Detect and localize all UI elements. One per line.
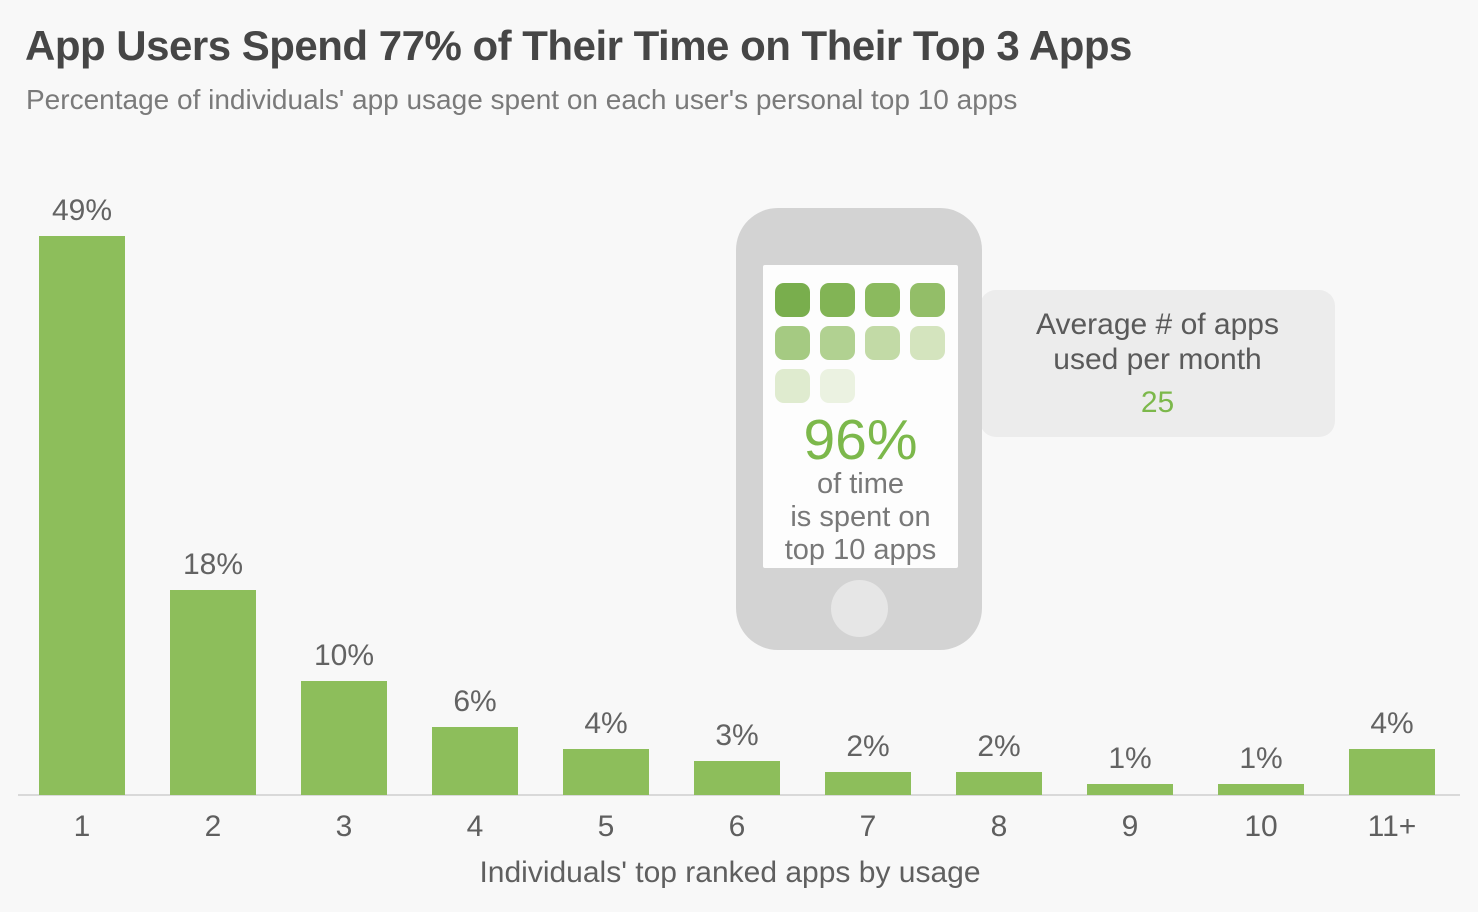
bar	[1349, 749, 1435, 795]
app-icon	[910, 283, 945, 317]
bar-value-label: 6%	[453, 685, 497, 718]
x-tick-label: 8	[990, 810, 1008, 843]
x-tick-label: 9	[1121, 810, 1139, 843]
app-icon	[775, 326, 810, 360]
x-tick-label: 3	[335, 810, 353, 843]
bar-value-label: 1%	[1239, 742, 1283, 775]
home-button-icon	[831, 580, 888, 637]
x-tick-label: 7	[859, 810, 877, 843]
bar-value-label: 1%	[1108, 742, 1152, 775]
bar	[956, 772, 1042, 795]
x-tick-label: 5	[597, 810, 615, 843]
phone-illustration: 96% of time is spent on top 10 apps	[736, 208, 982, 650]
bar	[825, 772, 911, 795]
bar	[39, 236, 125, 795]
callout-text-line2: used per month	[1053, 343, 1262, 376]
app-icon	[820, 369, 855, 403]
bar	[563, 749, 649, 795]
page-title: App Users Spend 77% of Their Time on The…	[25, 22, 1132, 69]
stat-caption-line3: top 10 apps	[784, 534, 937, 566]
bar-value-label: 2%	[846, 730, 890, 763]
bar-value-label: 18%	[182, 548, 244, 581]
callout-text-line1: Average # of apps	[1036, 308, 1279, 341]
app-icon	[910, 326, 945, 360]
bar	[1087, 784, 1173, 795]
stat-caption-line2: is spent on	[790, 501, 931, 533]
app-icon	[775, 369, 810, 403]
app-icon	[775, 283, 810, 317]
bar-value-label: 49%	[51, 194, 113, 227]
app-icon	[865, 283, 900, 317]
bar	[301, 681, 387, 795]
x-axis-title: Individuals' top ranked apps by usage	[479, 856, 981, 889]
app-icon-grid	[775, 283, 947, 403]
app-icon	[865, 326, 900, 360]
bar	[694, 761, 780, 795]
app-icon	[820, 283, 855, 317]
x-tick-label: 4	[466, 810, 484, 843]
x-tick-label: 11+	[1367, 810, 1417, 843]
bar-value-label: 4%	[584, 707, 628, 740]
bar-value-label: 10%	[313, 639, 375, 672]
bar-value-label: 4%	[1370, 707, 1414, 740]
x-tick-label: 1	[73, 810, 91, 843]
bar	[1218, 784, 1304, 795]
phone-screen: 96% of time is spent on top 10 apps	[763, 265, 958, 568]
avg-apps-callout: Average # of apps used per month 25	[980, 290, 1335, 437]
callout-value: 25	[1140, 386, 1175, 419]
app-icon	[820, 326, 855, 360]
x-tick-label: 6	[728, 810, 746, 843]
page-subtitle: Percentage of individuals' app usage spe…	[26, 84, 1018, 115]
stat-value: 96%	[803, 408, 918, 472]
bar-value-label: 3%	[715, 719, 759, 752]
bar	[432, 727, 518, 795]
x-tick-label: 10	[1244, 810, 1278, 843]
x-axis-line	[18, 794, 1460, 796]
x-tick-label: 2	[204, 810, 222, 843]
bar	[170, 590, 256, 795]
bar-value-label: 2%	[977, 730, 1021, 763]
stat-caption: of time is spent on top 10 apps	[763, 468, 958, 567]
stat-caption-line1: of time	[816, 468, 905, 500]
